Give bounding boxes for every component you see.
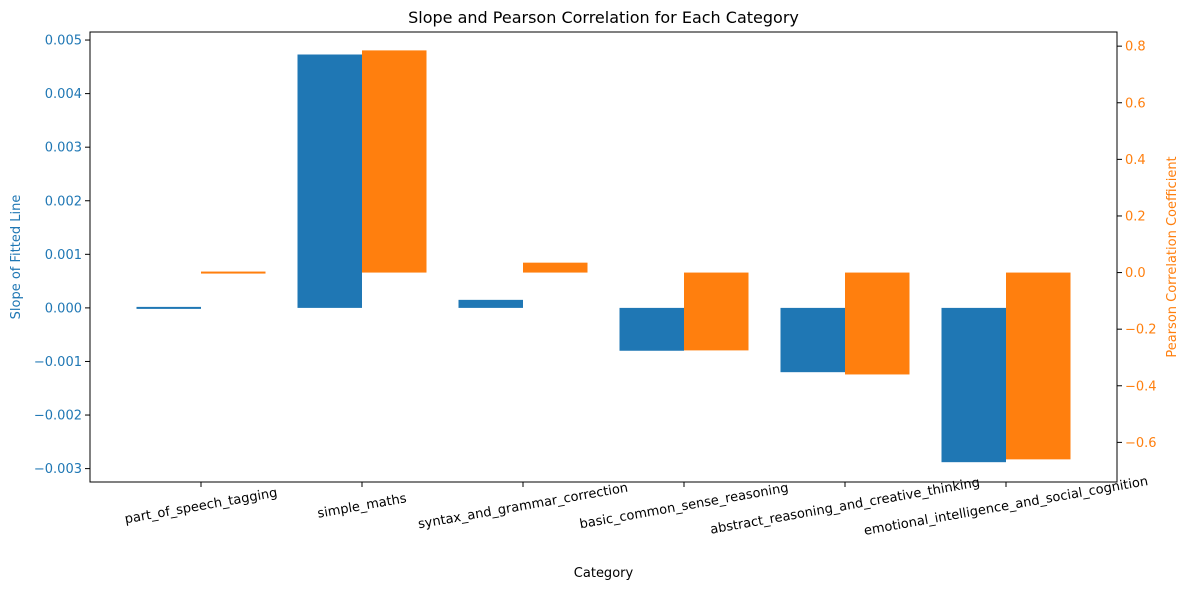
left-y-tick-label: −0.003 bbox=[34, 462, 82, 477]
left-y-axis: −0.003 −0.002 −0.001 0.000 0.001 0.002 0.003 0.… bbox=[34, 34, 90, 477]
bar-right-axis-simple_maths bbox=[362, 50, 427, 273]
right-y-tick-label: 0.6 bbox=[1125, 96, 1146, 111]
left-y-tick-label: 0.004 bbox=[45, 87, 82, 102]
left-y-axis-label: Slope of Fitted Line bbox=[9, 195, 24, 320]
x-axis-label: Category bbox=[574, 566, 634, 581]
left-y-tick-label: 0.003 bbox=[45, 141, 82, 156]
left-y-tick-label: 0.000 bbox=[45, 301, 82, 316]
right-y-tick-label: −0.2 bbox=[1125, 323, 1157, 338]
right-y-tick-label: 0.8 bbox=[1125, 40, 1146, 55]
right-y-tick-label: 0.4 bbox=[1125, 153, 1146, 168]
chart-title: Slope and Pearson Correlation for Each C… bbox=[408, 8, 799, 27]
right-y-tick-label: −0.6 bbox=[1125, 436, 1157, 451]
left-y-tick-label: 0.005 bbox=[45, 34, 82, 49]
bars-group bbox=[136, 50, 1071, 463]
bar-left-axis-part_of_speech_tagging bbox=[136, 306, 201, 309]
bar-right-axis-abstract_reasoning_and_creative_thinking bbox=[845, 272, 910, 375]
bar-right-axis-basic_common_sense_reasoning bbox=[684, 272, 749, 351]
right-y-axis-label: Pearson Correlation Coefficient bbox=[1165, 156, 1180, 357]
right-y-tick-label: 0.0 bbox=[1125, 266, 1146, 281]
bar-right-axis-part_of_speech_tagging bbox=[201, 271, 266, 274]
bar-left-axis-simple_maths bbox=[297, 54, 362, 308]
bar-right-axis-syntax_and_grammar_correction bbox=[523, 262, 588, 273]
bar-left-axis-emotional_intelligence_and_social_cognition bbox=[941, 307, 1006, 463]
plot-frame bbox=[89, 31, 1118, 483]
left-y-tick-label: 0.001 bbox=[45, 248, 82, 263]
right-y-tick-label: 0.2 bbox=[1125, 209, 1146, 224]
left-y-tick-label: −0.001 bbox=[34, 355, 82, 370]
right-y-tick-label: −0.4 bbox=[1125, 379, 1157, 394]
bar-left-axis-abstract_reasoning_and_creative_thinking bbox=[780, 307, 845, 373]
left-y-tick-label: 0.002 bbox=[45, 194, 82, 209]
bar-left-axis-syntax_and_grammar_correction bbox=[458, 299, 523, 308]
right-y-axis: −0.6 −0.4 −0.2 0.0 0.2 0.4 0.6 0.8 bbox=[1117, 40, 1157, 451]
bar-left-axis-basic_common_sense_reasoning bbox=[619, 307, 684, 351]
left-y-tick-label: −0.002 bbox=[34, 409, 82, 424]
bar-right-axis-emotional_intelligence_and_social_cognition bbox=[1006, 272, 1071, 460]
